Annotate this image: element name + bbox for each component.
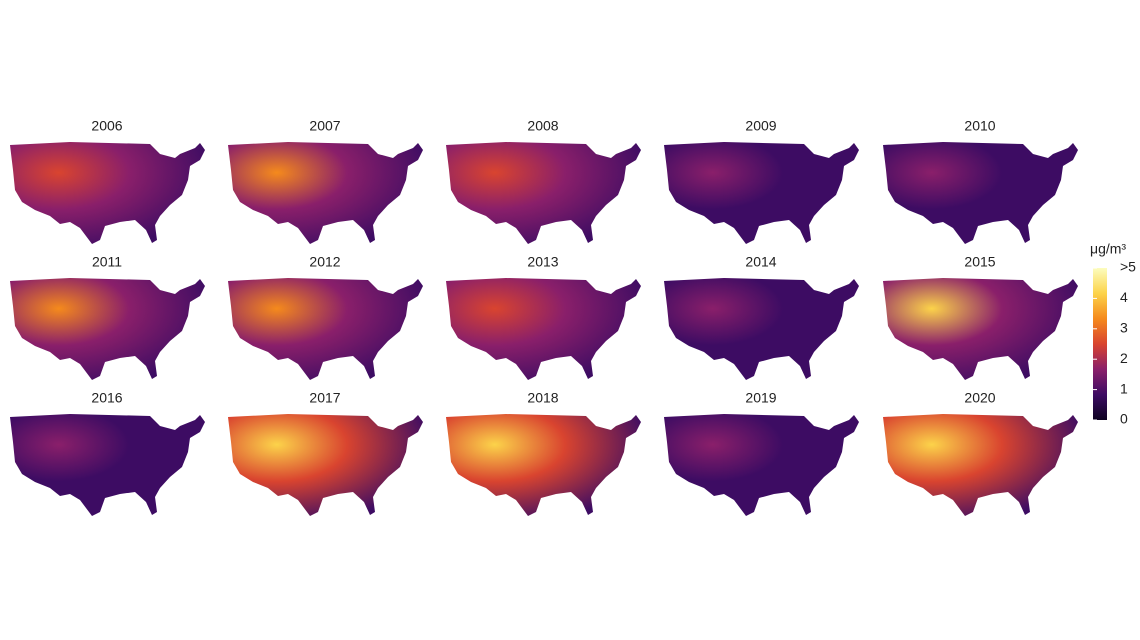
colorbar-tick-label: 3	[1120, 320, 1128, 336]
map	[664, 278, 859, 380]
colorbar-tick-label: 0	[1120, 411, 1128, 427]
colorbar-tick-label: >5	[1120, 259, 1136, 275]
colorbar-tick-label: 2	[1120, 350, 1128, 366]
panel-title: 2007	[309, 118, 340, 134]
map	[664, 414, 859, 516]
map	[10, 414, 205, 516]
map	[10, 142, 205, 244]
colorbar	[1093, 268, 1107, 420]
colorbar-tick-label: 1	[1120, 380, 1128, 396]
panel-title: 2013	[527, 254, 558, 270]
map	[228, 142, 423, 244]
panel-title: 2008	[527, 118, 558, 134]
panel-title: 2014	[745, 254, 776, 270]
map	[10, 278, 205, 380]
panel-title: 2019	[745, 390, 776, 406]
panel-title: 2020	[964, 390, 995, 406]
panel-title: 2018	[527, 390, 558, 406]
map	[883, 278, 1078, 380]
panel-title: 2016	[91, 390, 122, 406]
panel-title: 2010	[964, 118, 995, 134]
colorbar-title: μg/m³	[1090, 241, 1126, 257]
panel-title: 2012	[309, 254, 340, 270]
map	[446, 414, 641, 516]
panel-title: 2006	[91, 118, 122, 134]
map	[446, 278, 641, 380]
map	[883, 142, 1078, 244]
map	[664, 142, 859, 244]
map	[228, 278, 423, 380]
panel-title: 2011	[92, 254, 122, 270]
panel-title: 2015	[964, 254, 995, 270]
map	[883, 414, 1078, 516]
map	[446, 142, 641, 244]
panel-title: 2009	[745, 118, 776, 134]
map	[228, 414, 423, 516]
colorbar-tick-label: 4	[1120, 289, 1128, 305]
panel-title: 2017	[309, 390, 340, 406]
